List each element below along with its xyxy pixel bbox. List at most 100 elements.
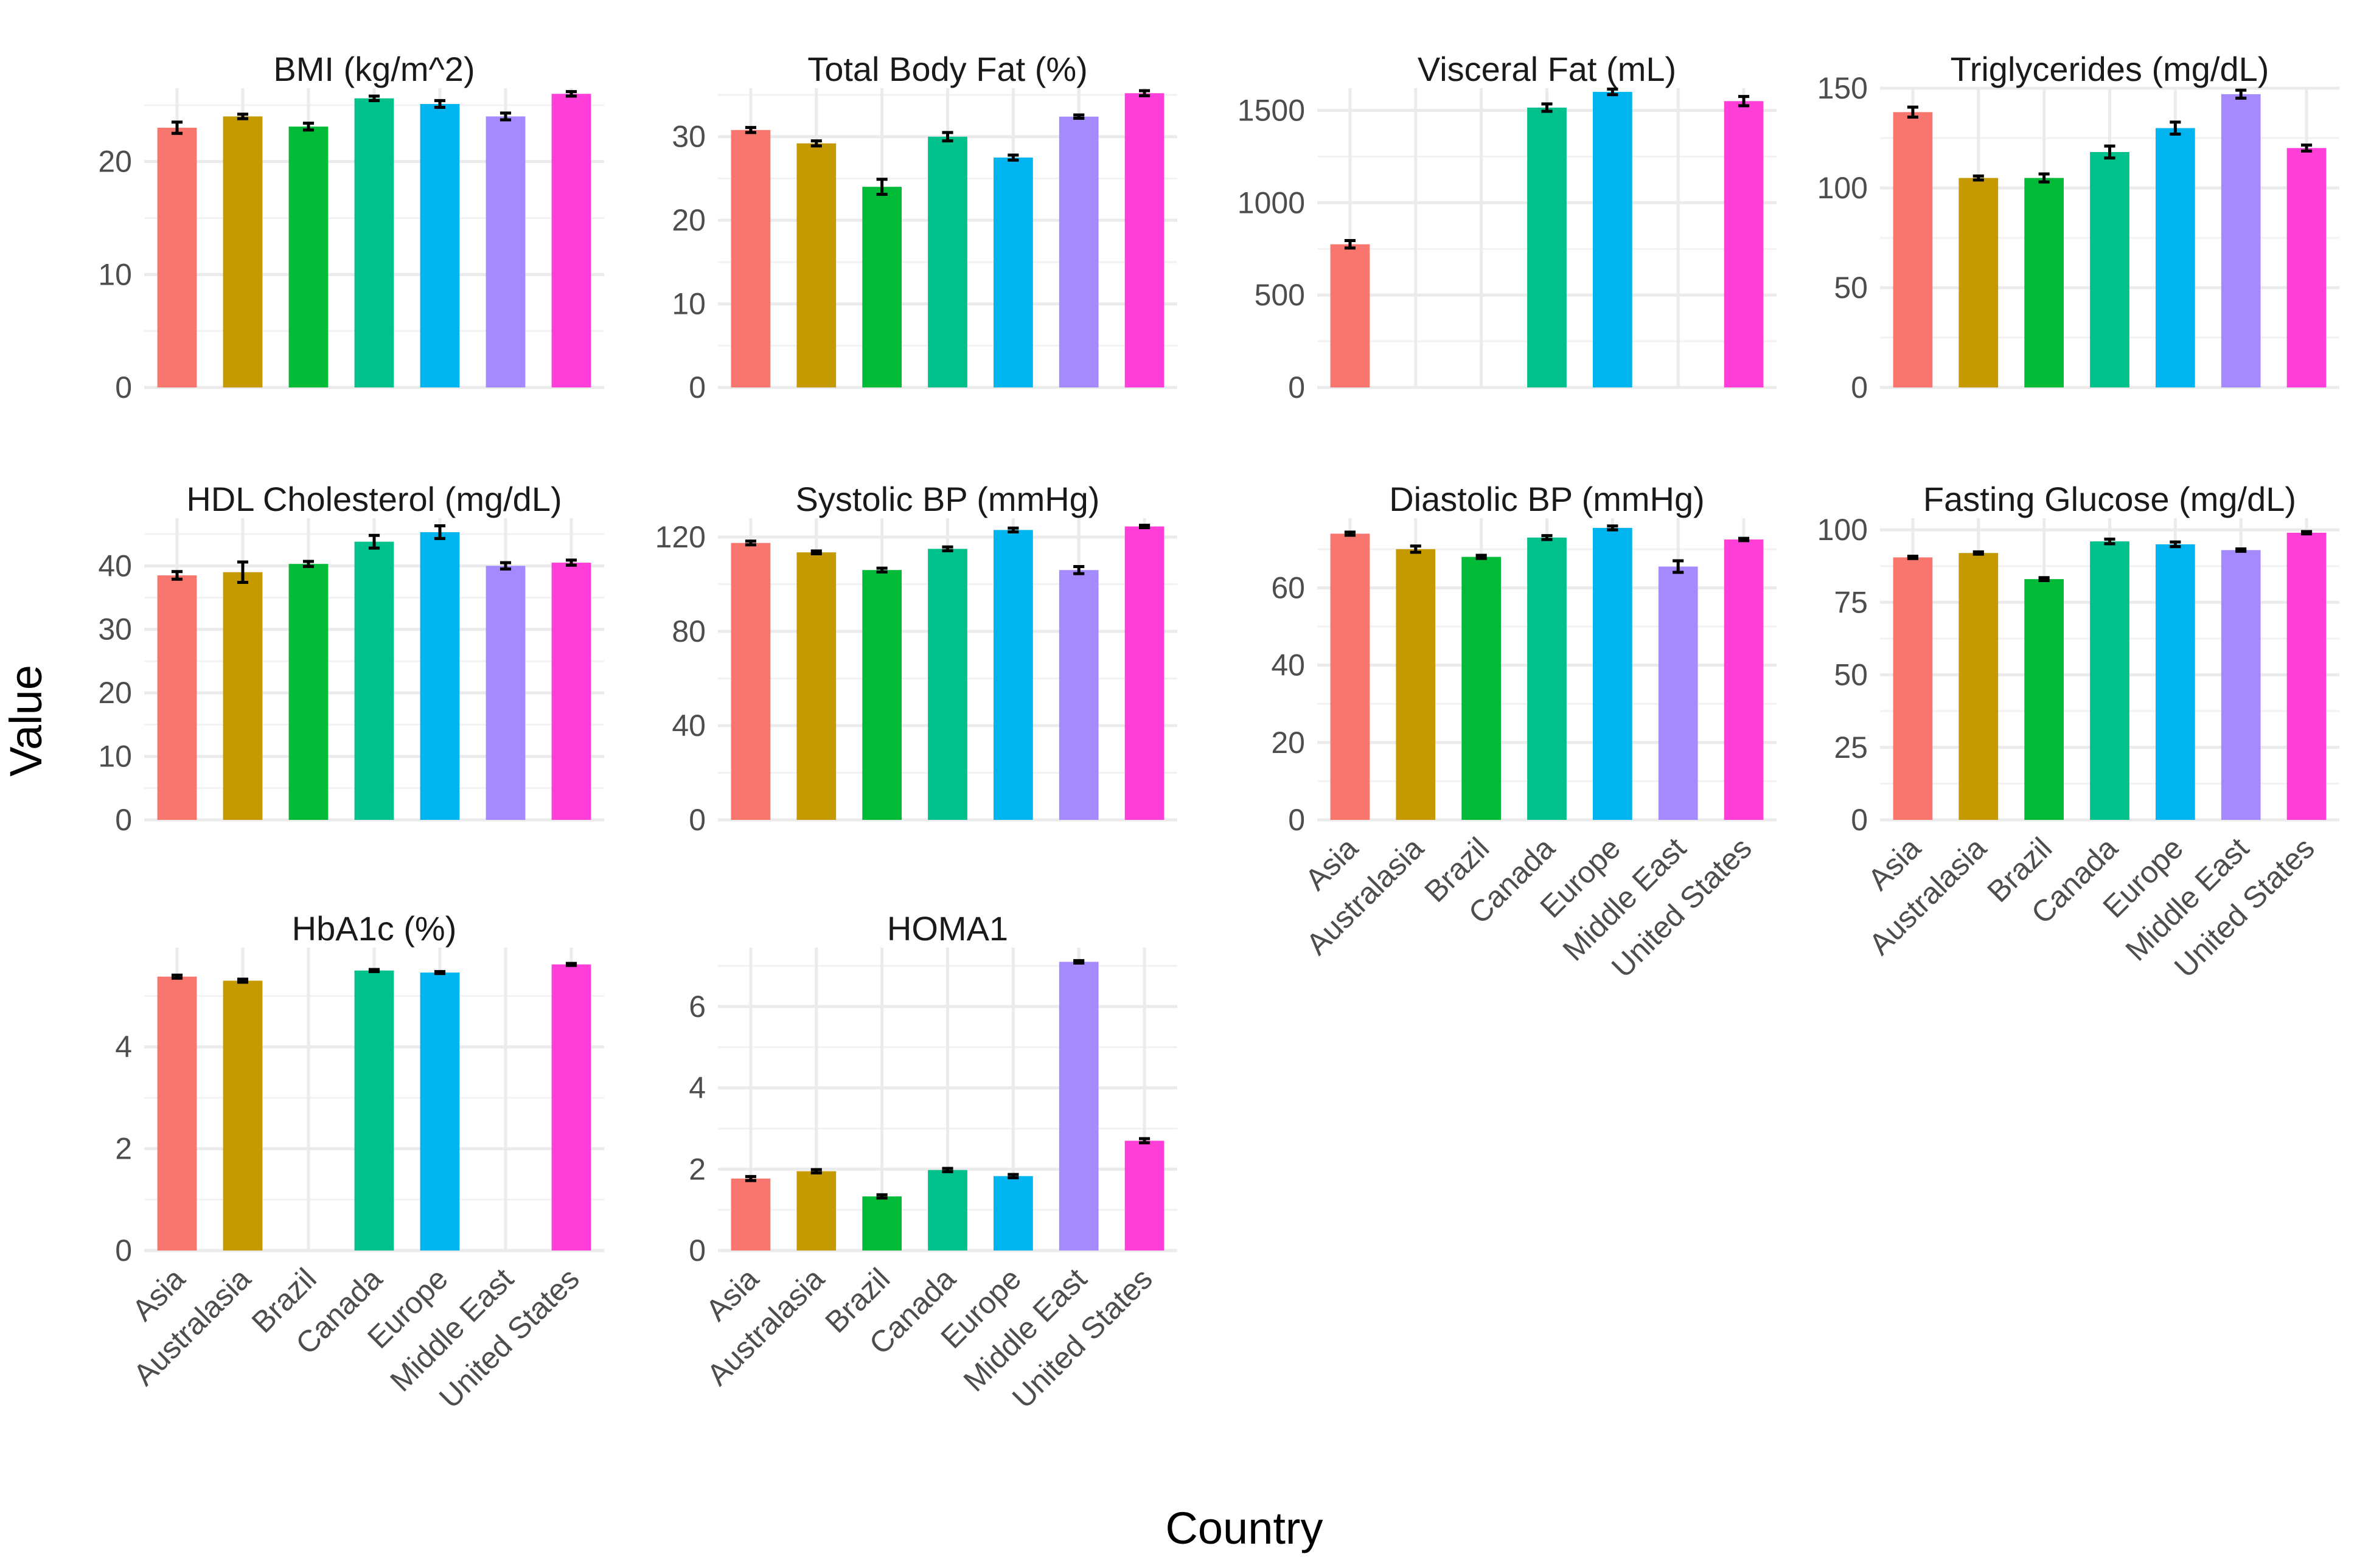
bar-asia <box>1330 533 1370 820</box>
bar-brazil <box>2024 579 2064 820</box>
bar-united-states <box>1724 101 1764 387</box>
bar-canada <box>354 98 394 388</box>
y-tick-label: 1000 <box>1238 186 1305 220</box>
y-tick-label: 2 <box>689 1152 706 1186</box>
x-tick-label: Australasia <box>700 1261 831 1392</box>
panel-title: Fasting Glucose (mg/dL) <box>1923 480 2296 518</box>
bar-europe <box>994 158 1033 387</box>
panel-title: HOMA1 <box>887 909 1008 948</box>
y-tick-label: 80 <box>672 614 706 648</box>
bar-europe <box>2156 544 2195 820</box>
bar-europe <box>420 532 460 820</box>
bar-europe <box>994 1176 1033 1251</box>
bar-middle-east <box>486 566 526 820</box>
bar-europe <box>2156 128 2195 387</box>
bar-canada <box>2090 541 2129 820</box>
bar-asia <box>1893 112 1933 388</box>
bar-asia <box>1893 557 1933 820</box>
y-tick-label: 60 <box>1271 571 1305 605</box>
bar-australasia <box>1958 553 1999 820</box>
bar-canada <box>354 970 394 1251</box>
y-tick-label: 10 <box>672 287 706 321</box>
bar-canada <box>1527 107 1567 387</box>
bar-australasia <box>796 143 837 387</box>
bar-canada <box>1527 537 1567 820</box>
panel-title: BMI (kg/m^2) <box>273 50 475 88</box>
bar-brazil <box>2024 178 2064 387</box>
bar-europe <box>420 973 460 1251</box>
bar-middle-east <box>1059 962 1099 1251</box>
y-tick-label: 40 <box>672 709 706 743</box>
y-tick-label: 4 <box>689 1071 706 1105</box>
bar-canada <box>928 136 967 387</box>
bar-middle-east <box>1059 116 1099 387</box>
y-tick-label: 0 <box>689 803 706 837</box>
panel-title: Triglycerides (mg/dL) <box>1951 50 2269 88</box>
y-tick-label: 0 <box>689 370 706 404</box>
bar-asia <box>1330 244 1370 387</box>
y-tick-label: 20 <box>1271 726 1305 760</box>
panel-title: Visceral Fat (mL) <box>1418 50 1676 88</box>
bar-middle-east <box>1059 570 1099 820</box>
bar-united-states <box>1124 526 1165 820</box>
y-tick-label: 2 <box>115 1132 132 1166</box>
y-tick-label: 25 <box>1834 730 1868 765</box>
y-tick-label: 6 <box>689 990 706 1024</box>
bar-brazil <box>862 1196 902 1251</box>
y-tick-label: 20 <box>98 145 132 179</box>
bar-united-states <box>551 94 591 387</box>
bar-europe <box>1593 92 1632 387</box>
bar-asia <box>731 130 771 387</box>
y-tick-label: 10 <box>98 740 132 774</box>
panel-title: Total Body Fat (%) <box>807 50 1088 88</box>
bar-australasia <box>223 572 263 820</box>
bar-australasia <box>1958 178 1999 387</box>
bar-middle-east <box>486 116 526 387</box>
bar-australasia <box>796 1171 837 1251</box>
y-tick-label: 20 <box>672 203 706 237</box>
y-tick-label: 120 <box>655 520 706 554</box>
bar-brazil <box>862 570 902 820</box>
bar-europe <box>420 103 460 388</box>
y-tick-label: 1500 <box>1238 93 1305 127</box>
bar-brazil <box>288 127 329 388</box>
y-tick-label: 100 <box>1817 171 1868 205</box>
bar-brazil <box>1461 557 1501 820</box>
bar-canada <box>354 541 394 820</box>
bar-united-states <box>1124 1140 1165 1251</box>
bar-europe <box>1593 527 1632 820</box>
bar-australasia <box>1396 549 1436 820</box>
bar-canada <box>928 1170 967 1251</box>
x-tick-label: Australasia <box>1300 831 1430 962</box>
y-axis-label: Value <box>1 665 51 777</box>
bar-asia <box>157 575 197 820</box>
y-tick-label: 50 <box>1834 271 1868 305</box>
bar-asia <box>731 543 771 820</box>
y-tick-label: 0 <box>1851 803 1868 837</box>
bar-middle-east <box>2221 94 2261 387</box>
panel-title: HDL Cholesterol (mg/dL) <box>186 480 562 518</box>
bar-united-states <box>1124 93 1165 388</box>
y-tick-label: 4 <box>115 1030 132 1064</box>
panel-1: 0 10 20 30 Total Body Fat (%) <box>672 50 1177 404</box>
bar-australasia <box>223 116 263 387</box>
panel-title: HbA1c (%) <box>292 909 457 948</box>
x-axis-label: Country <box>1165 1503 1323 1553</box>
y-tick-label: 500 <box>1255 278 1305 312</box>
bar-united-states <box>2286 148 2327 387</box>
bar-middle-east <box>2221 550 2261 820</box>
y-tick-label: 100 <box>1817 513 1868 547</box>
y-tick-label: 0 <box>1288 803 1305 837</box>
y-tick-label: 50 <box>1834 658 1868 692</box>
bar-australasia <box>796 552 837 820</box>
panel-8: 0 2 4 HbA1c (%) <box>115 909 604 1268</box>
y-tick-label: 0 <box>1288 370 1305 404</box>
y-tick-label: 0 <box>115 1233 132 1268</box>
bar-united-states <box>551 563 591 820</box>
y-tick-label: 75 <box>1834 585 1868 619</box>
bar-europe <box>994 530 1033 820</box>
bar-united-states <box>551 964 591 1251</box>
y-tick-label: 30 <box>98 612 132 647</box>
panel-5: 0 40 80 120 Systolic BP (mmHg) <box>655 480 1177 837</box>
